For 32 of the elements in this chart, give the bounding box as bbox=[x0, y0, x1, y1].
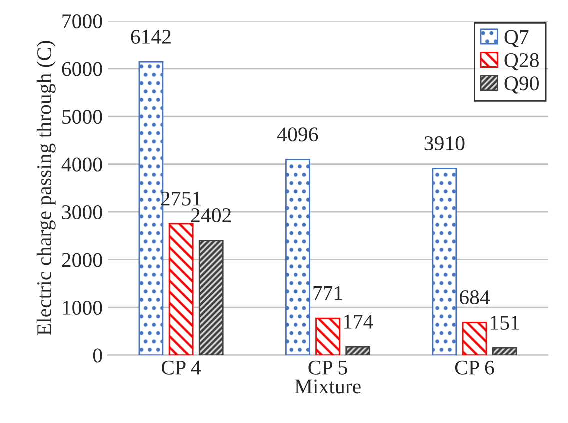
bar bbox=[316, 318, 340, 356]
y-tick-label: 2000 bbox=[62, 253, 102, 268]
data-label: 6142 bbox=[131, 30, 171, 44]
legend-label: Q28 bbox=[504, 53, 539, 71]
bar bbox=[462, 322, 488, 356]
legend-label: Q7 bbox=[504, 30, 529, 48]
data-label: 684 bbox=[460, 290, 490, 305]
y-tick-label: 5000 bbox=[62, 110, 102, 124]
bar bbox=[198, 240, 224, 356]
x-tick-label: CP 6 bbox=[455, 360, 494, 375]
y-tick-label: 3000 bbox=[62, 205, 102, 220]
legend-label: Q90 bbox=[504, 76, 539, 94]
y-tick-label: 6000 bbox=[62, 62, 102, 76]
y-axis-title: Electric charge passing through (C) bbox=[36, 41, 56, 336]
bar bbox=[492, 347, 518, 356]
bar bbox=[286, 159, 310, 356]
data-label: 4096 bbox=[278, 128, 318, 142]
bar bbox=[432, 168, 458, 356]
bar bbox=[168, 223, 194, 356]
x-tick-label: CP 5 bbox=[308, 360, 348, 375]
y-tick-label: 1000 bbox=[63, 300, 102, 316]
y-tick-label: 0 bbox=[93, 348, 102, 363]
y-tick-label: 7000 bbox=[62, 14, 102, 29]
data-label: 174 bbox=[344, 314, 374, 329]
data-label: 2402 bbox=[191, 208, 232, 223]
x-axis-title: Mixture bbox=[295, 380, 361, 394]
data-label: 771 bbox=[314, 286, 342, 300]
bar bbox=[346, 346, 371, 356]
y-tick-label: 4000 bbox=[62, 158, 102, 172]
data-label: 151 bbox=[491, 316, 520, 330]
data-label: 3910 bbox=[424, 136, 465, 151]
x-tick-label: CP 4 bbox=[162, 360, 202, 375]
